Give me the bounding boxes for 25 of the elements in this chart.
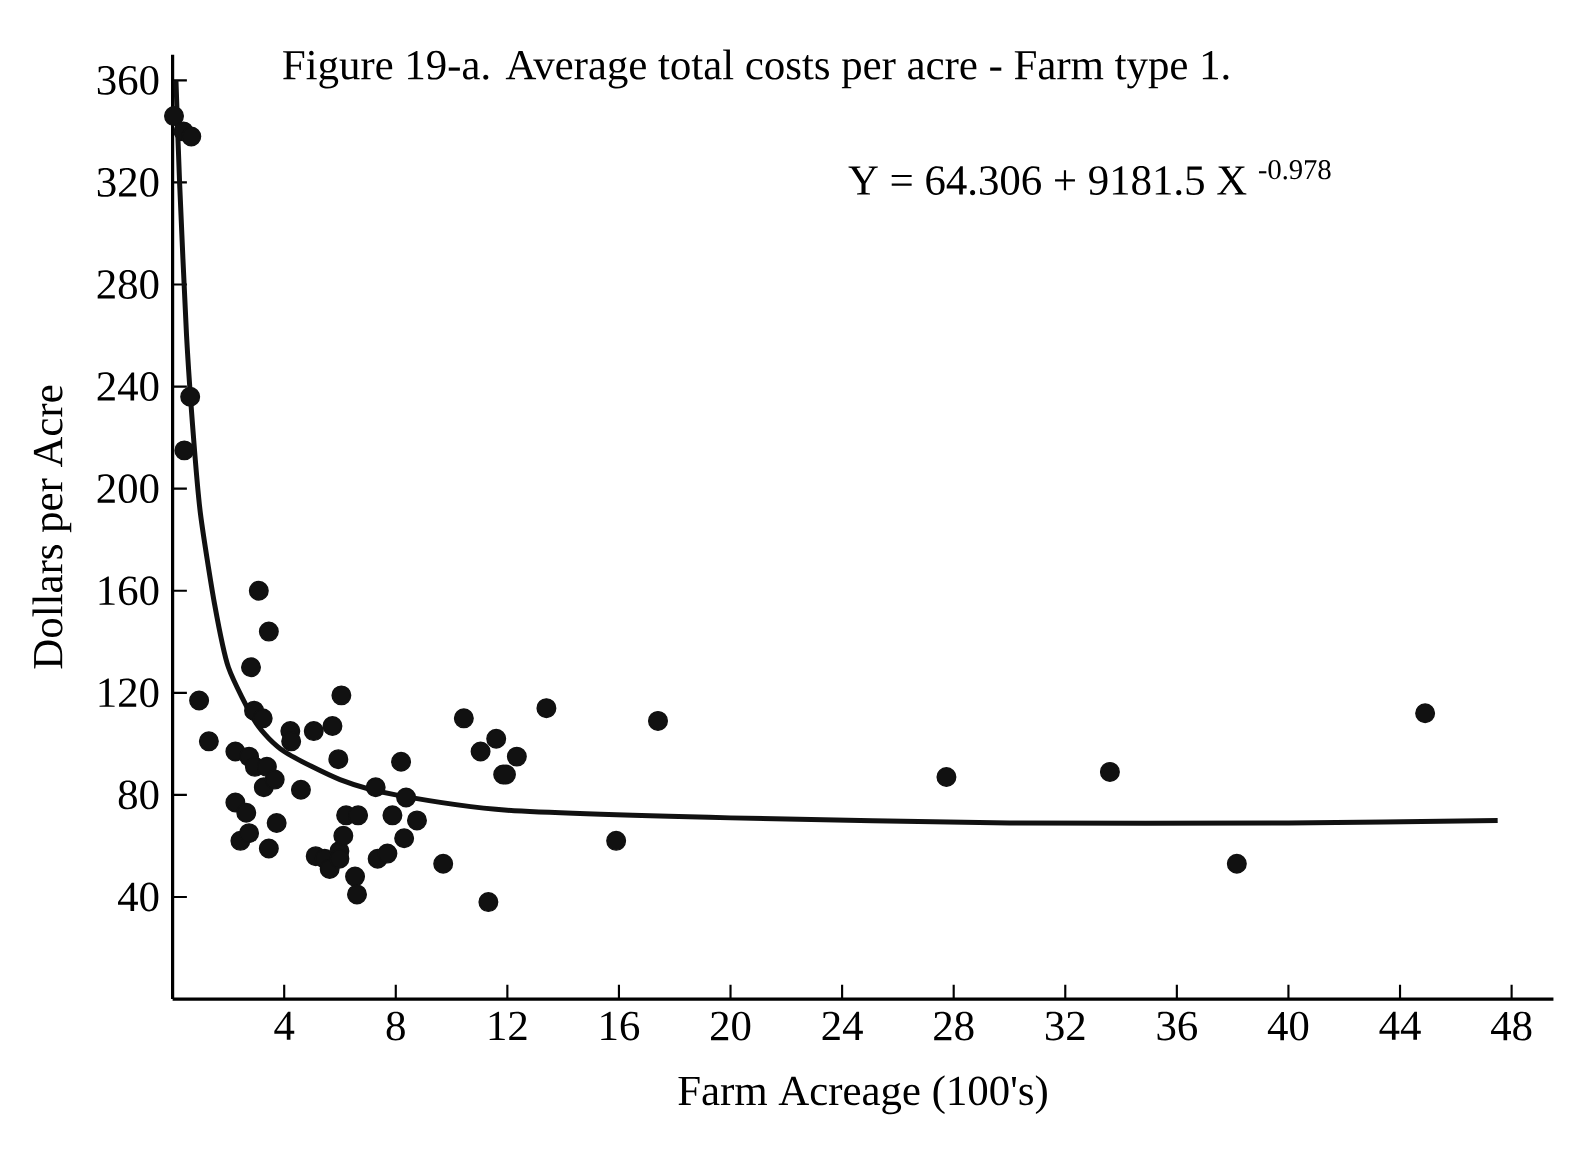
x-tick-label: 44	[1379, 1011, 1421, 1040]
chart-title: Figure 19-a. Average total costs per acre - Farm type 1.	[283, 49, 1229, 89]
y-tick-label: 320	[97, 167, 159, 197]
x-tick-label: 36	[1157, 1011, 1197, 1041]
y-tick-label: 120	[99, 678, 159, 708]
y-axis-title: Dollars per Acre	[32, 385, 72, 669]
y-tick-label: 200	[97, 474, 159, 503]
x-tick-label: 48	[1491, 1011, 1532, 1041]
x-tick-label: 24	[822, 1011, 863, 1040]
x-tick-label: 16	[601, 1011, 640, 1041]
y-tick-label: 240	[97, 371, 159, 401]
y-tick-label: 280	[97, 269, 159, 299]
y-tick-label: 80	[118, 780, 159, 810]
y-tick-label: 360	[97, 65, 159, 95]
x-tick-label: 8	[386, 1011, 405, 1041]
x-tick-label: 12	[489, 1011, 527, 1040]
y-tick-label: 40	[118, 882, 159, 912]
x-tick-label: 4	[274, 1011, 295, 1040]
annotation: Y = 64.306 + 9181.5 X $^{-0.978}$	[848, 159, 1331, 195]
x-tick-label: 28	[934, 1011, 974, 1041]
x-tick-label: 40	[1267, 1011, 1309, 1041]
x-tick-label: 32	[1045, 1011, 1085, 1041]
y-tick-label: 160	[99, 576, 159, 605]
x-axis-title: Farm Acreage (100's)	[678, 1075, 1047, 1114]
x-tick-label: 20	[711, 1011, 751, 1041]
